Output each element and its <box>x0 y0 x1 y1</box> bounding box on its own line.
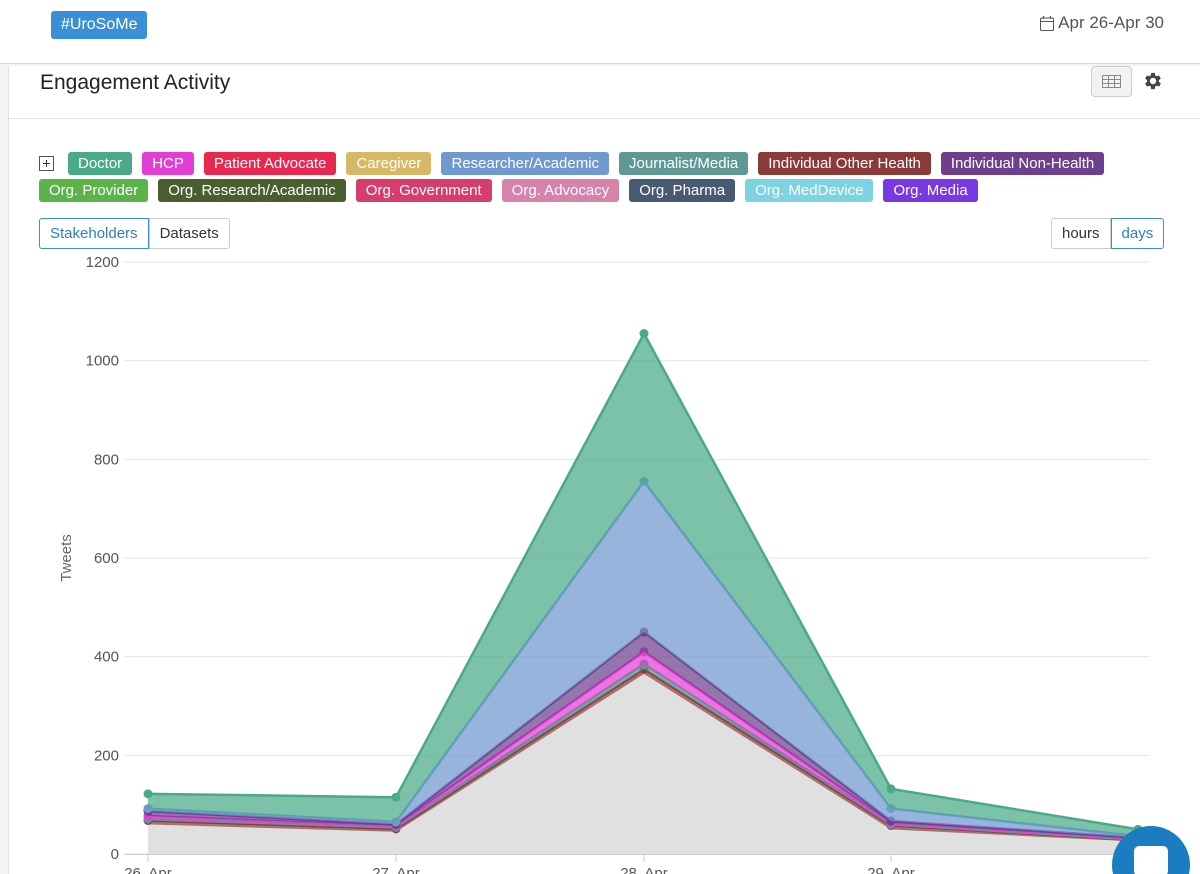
granularity-toggle-group: hours days <box>1051 218 1165 249</box>
panel-title: Engagement Activity <box>40 71 231 94</box>
x-tick-label: 29. Apr <box>867 865 915 874</box>
top-bar: #UroSoMe Apr 26-Apr 30 <box>0 0 1200 64</box>
area-individual-non-health <box>148 632 1138 839</box>
x-tick-label: 27. Apr <box>372 865 420 874</box>
legend-item-journalist-media[interactable]: Journalist/Media <box>619 152 749 175</box>
legend-item-org-research-academic[interactable]: Org. Research/Academic <box>158 179 346 202</box>
y-tick-label: 1200 <box>86 254 119 271</box>
stakeholders-button[interactable]: Stakeholders <box>39 218 149 249</box>
y-tick-label: 0 <box>111 846 119 863</box>
data-point <box>639 329 649 339</box>
legend-item-org-advocacy[interactable]: Org. Advocacy <box>501 179 620 202</box>
area-researcher-academic <box>148 481 1138 838</box>
calendar-icon <box>1040 15 1055 31</box>
data-point <box>886 784 896 794</box>
view-toggle-group: Stakeholders Datasets <box>39 218 230 249</box>
panel-divider <box>9 118 1200 119</box>
legend-item-doctor[interactable]: Doctor <box>68 152 133 175</box>
legend-item-researcher-academic[interactable]: Researcher/Academic <box>441 152 610 175</box>
date-range-label: Apr 26-Apr 30 <box>1058 13 1164 32</box>
y-tick-label: 400 <box>94 649 119 666</box>
gear-icon[interactable] <box>1142 70 1164 92</box>
legend-item-org-pharma[interactable]: Org. Pharma <box>629 179 736 202</box>
legend-item-caregiver[interactable]: Caregiver <box>346 152 432 175</box>
legend-row: Doctor HCP Patient Advocate Caregiver Resear… <box>39 152 1105 175</box>
legend-item-individual-other-health[interactable]: Individual Other Health <box>758 152 931 175</box>
y-tick-label: 600 <box>94 550 119 567</box>
table-icon <box>1102 75 1121 88</box>
y-axis-label: Tweets <box>58 534 75 582</box>
x-tick-label: 28. Apr <box>620 865 668 874</box>
y-tick-label: 1000 <box>86 353 119 370</box>
area-other <box>148 673 1138 854</box>
y-tick-label: 800 <box>94 451 119 468</box>
legend-item-org-media[interactable]: Org. Media <box>883 179 978 202</box>
legend-item-org-meddevice[interactable]: Org. MedDevice <box>745 179 874 202</box>
legend-item-org-government[interactable]: Org. Government <box>355 179 492 202</box>
legend-item-patient-advocate[interactable]: Patient Advocate <box>203 152 337 175</box>
date-range-picker[interactable]: Apr 26-Apr 30 <box>1040 13 1164 33</box>
x-tick-label: 26. Apr <box>124 865 172 874</box>
legend-item-individual-non-health[interactable]: Individual Non-Health <box>940 152 1105 175</box>
hashtag-badge[interactable]: #UroSoMe <box>51 11 148 39</box>
data-point <box>391 792 401 802</box>
chat-launcher[interactable] <box>1112 826 1190 874</box>
legend-item-hcp[interactable]: HCP <box>142 152 194 175</box>
y-tick-label: 200 <box>94 747 119 764</box>
expand-legend-icon[interactable] <box>39 156 54 171</box>
legend-row: Org. Provider Org. Research/Academic Org. … <box>39 179 978 202</box>
datasets-button[interactable]: Datasets <box>148 218 230 249</box>
days-button[interactable]: days <box>1110 218 1165 249</box>
chat-icon <box>1134 846 1168 874</box>
area-doctor <box>148 333 1138 837</box>
hours-button[interactable]: hours <box>1051 218 1111 249</box>
legend-item-org-provider[interactable]: Org. Provider <box>39 179 149 202</box>
data-point <box>143 789 153 799</box>
table-view-button[interactable] <box>1091 66 1132 97</box>
